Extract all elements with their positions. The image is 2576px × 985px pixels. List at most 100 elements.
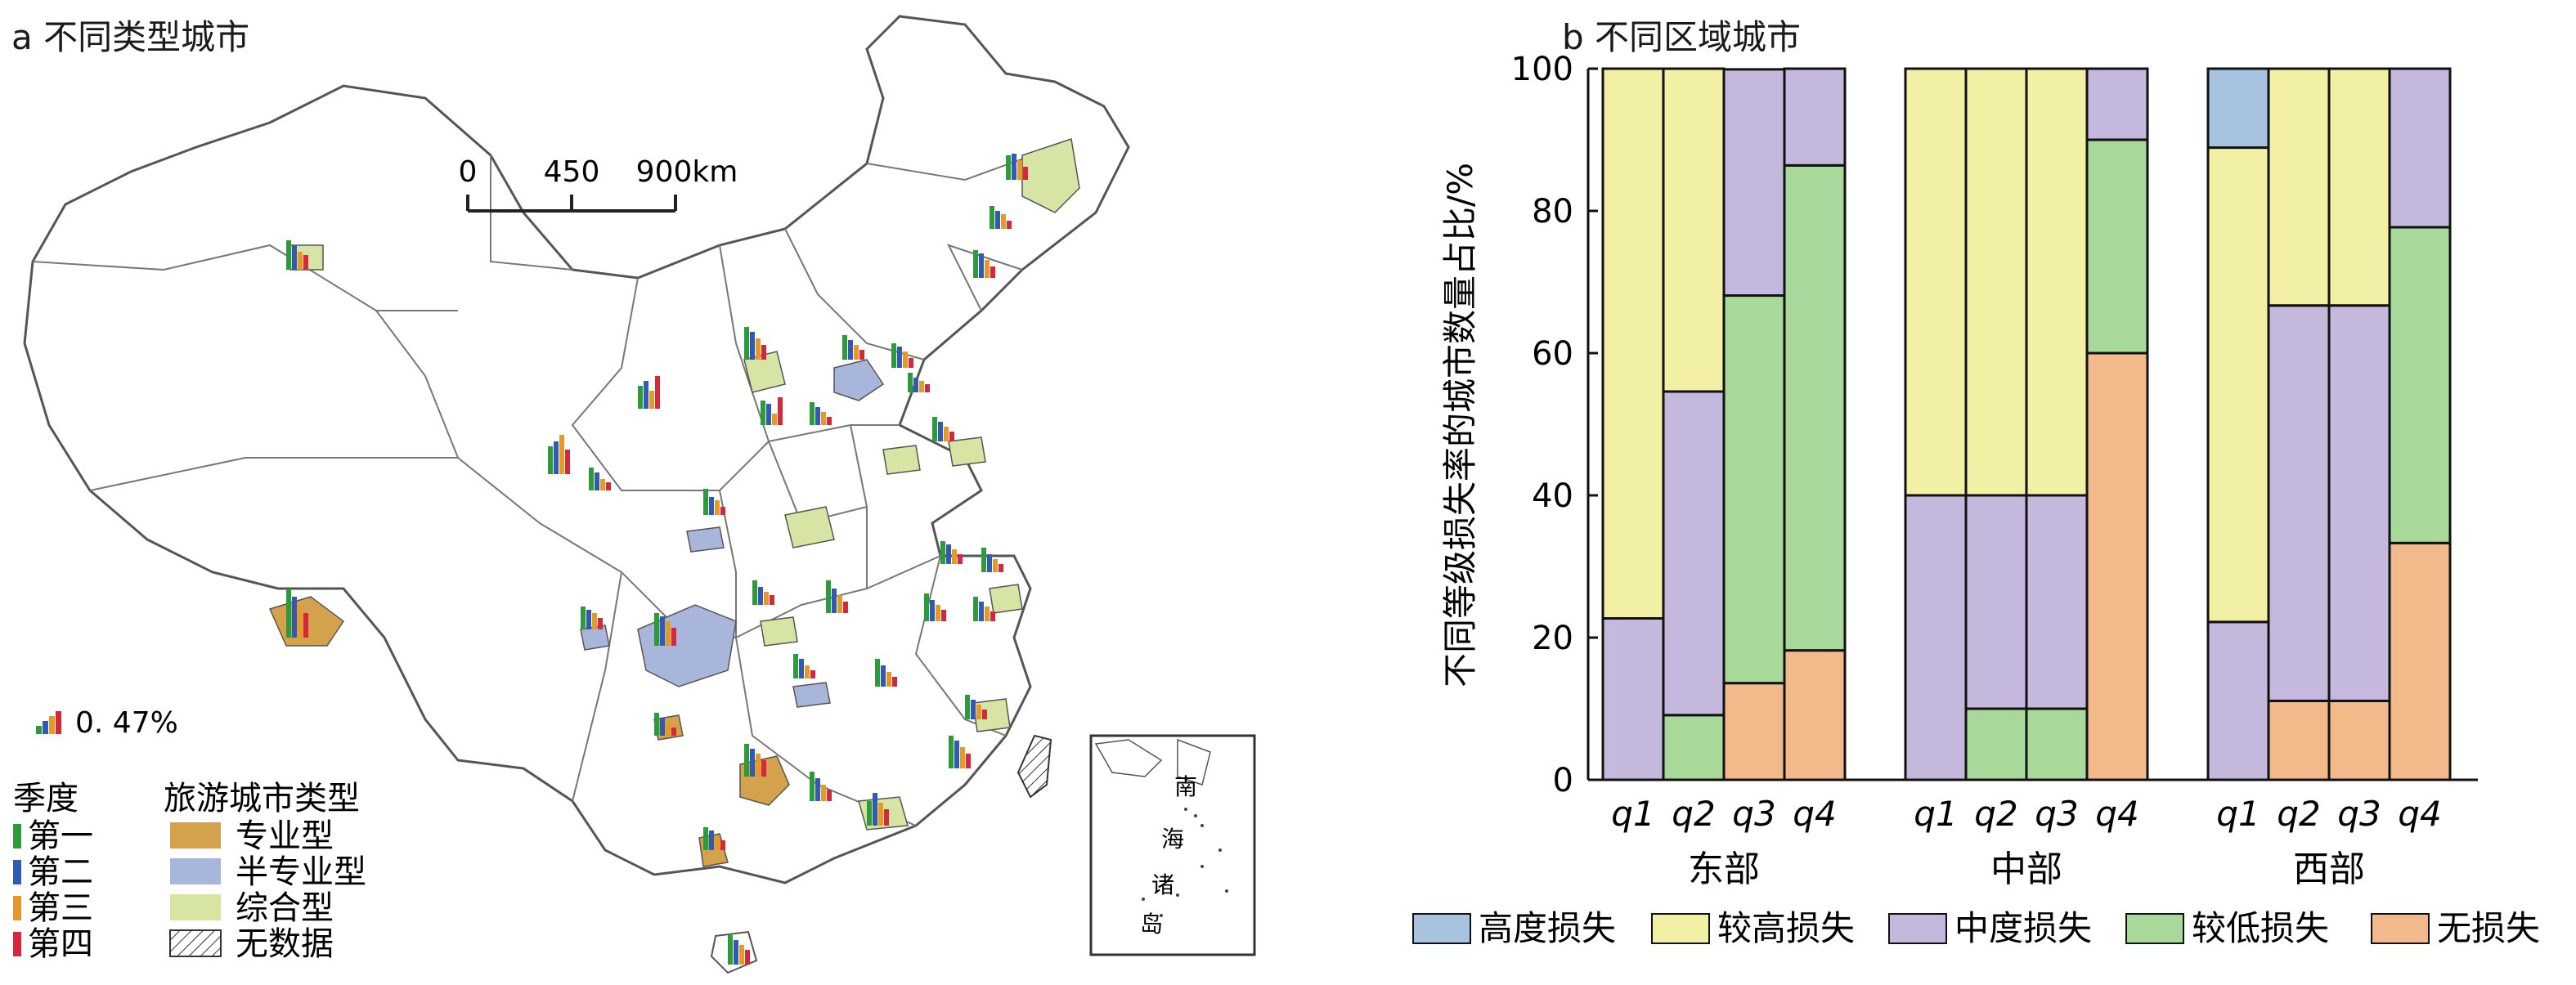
city-season-bar [595, 472, 599, 490]
bar-segment [2327, 67, 2391, 307]
city-season-bar [286, 589, 291, 638]
bar-segment [1722, 682, 1786, 781]
city-season-bar [586, 610, 591, 629]
season-label: 第三 [28, 889, 93, 927]
region-comprehensive [760, 616, 798, 647]
city-season-bar [925, 384, 930, 392]
city-season-bar [554, 441, 559, 474]
city-season-bar [660, 616, 665, 646]
city-season-bar [761, 345, 766, 360]
bar-segment [1964, 494, 2028, 710]
bar-segment [2388, 226, 2452, 544]
city-season-bar [903, 351, 908, 368]
city-season-bar [990, 611, 995, 621]
city-season-bar [303, 613, 308, 638]
city-season-bar [930, 600, 935, 621]
city-season-bar [1007, 221, 1012, 229]
city-season-bar [954, 741, 959, 768]
city-season-bar [654, 613, 659, 646]
x-category-label: q4 [2398, 794, 2441, 834]
city-season-bar [745, 950, 750, 965]
bar-segment [2267, 67, 2331, 307]
city-season-bar [971, 700, 976, 719]
bar-segment [1662, 714, 1726, 781]
legend-swatch [1651, 913, 1710, 944]
season-label: 第四 [28, 925, 93, 963]
city-season-bar [908, 373, 913, 392]
bar-segment [2206, 620, 2270, 781]
x-category-label: q1 [2216, 794, 2260, 834]
x-category-label: q3 [1732, 794, 1775, 834]
bar-segment [2206, 67, 2270, 150]
city-season-bar [654, 713, 659, 736]
x-category-label: q4 [1793, 794, 1836, 834]
city-season-bar [750, 332, 755, 360]
city-season-bar [949, 736, 954, 768]
bar-segment [1722, 68, 1786, 298]
city-season-bar [815, 778, 820, 801]
city-season-bar [859, 350, 864, 360]
region-comprehensive [1021, 138, 1080, 213]
city-season-bar [799, 659, 804, 678]
bar-segment [1964, 707, 2028, 781]
city-season-bar [941, 610, 946, 621]
season-swatch [13, 824, 21, 848]
city-season-bar [993, 559, 998, 572]
x-group-label: 东部 [1688, 848, 1760, 890]
city-season-bar [666, 621, 671, 646]
city-season-bar [703, 827, 708, 850]
map-panel-title: a 不同类型城市 [11, 17, 250, 57]
x-category-label: q2 [1672, 794, 1715, 834]
type-legend-heading: 旅游城市类型 [164, 780, 360, 817]
city-season-bar [944, 427, 949, 441]
chart-title: b 不同区域城市 [1562, 17, 1802, 57]
tourism-type-legend: 旅游城市类型 专业型 半专业型 综合型 无数据 [164, 780, 366, 963]
city-season-bar [938, 422, 943, 441]
city-season-bar [734, 940, 738, 965]
city-season-bar [720, 840, 725, 850]
y-axis-label: 不同等级损失率的城市数量占比/% [1440, 163, 1480, 687]
type-swatch [170, 822, 221, 848]
city-season-bar [842, 335, 847, 360]
inset-label: 海 [1161, 826, 1184, 853]
city-season-bar [744, 744, 749, 777]
city-season-bar [739, 945, 744, 965]
city-season-bar [298, 252, 303, 270]
bar-segment [2085, 138, 2149, 355]
region-semi-specialized [792, 682, 831, 708]
city-season-bar [709, 497, 714, 515]
map-scale-bar: 0 450 900km [459, 155, 738, 213]
city-season-bar [958, 554, 963, 564]
legend-label: 较低损失 [2192, 908, 2329, 948]
city-season-bar [909, 358, 913, 368]
legend-swatch [2371, 913, 2430, 944]
city-season-bar [756, 754, 761, 777]
x-category-label: q2 [1974, 794, 2017, 834]
city-season-bar [821, 412, 826, 425]
region-semi-specialized [833, 359, 885, 401]
city-season-bar [666, 723, 671, 736]
city-season-bar [286, 240, 291, 270]
city-season-bar [660, 718, 665, 736]
legend-label: 高度损失 [1479, 908, 1616, 948]
city-season-bar [932, 417, 937, 441]
city-season-bar [832, 589, 837, 613]
region-comprehensive [784, 506, 835, 548]
city-season-bar [778, 397, 783, 425]
city-season-bar [638, 386, 643, 409]
bar-segment [2267, 304, 2331, 702]
city-season-bar [854, 345, 859, 360]
city-season-bar [758, 587, 763, 605]
bar-segment [2025, 494, 2089, 710]
city-season-bar [897, 347, 902, 368]
type-swatch [170, 858, 221, 884]
x-group-label: 中部 [1990, 848, 2062, 890]
type-label: 无数据 [236, 925, 334, 963]
type-swatch [170, 894, 221, 920]
region-comprehensive [882, 445, 921, 475]
bar-segment [1601, 617, 1665, 781]
inset-label: 岛 [1140, 911, 1163, 938]
city-season-bar [990, 206, 994, 229]
city-season-bar [827, 417, 832, 425]
